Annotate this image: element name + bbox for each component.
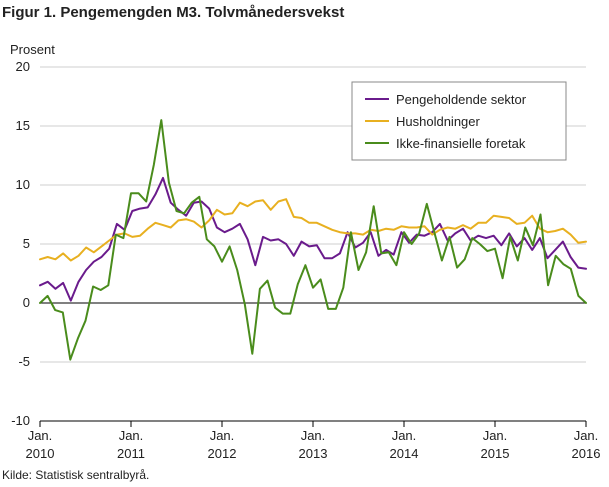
x-tick-label-month: Jan. xyxy=(392,428,417,443)
x-tick-label-year: 2015 xyxy=(481,446,510,461)
y-tick-label: -5 xyxy=(18,354,30,369)
x-tick-labels: Jan. 2010 Jan. 2011 Jan. 2012 Jan. 2013 Jan. 2014… xyxy=(26,420,601,461)
chart-title: Figur 1. Pengemengden M3. Tolvmånedersve… xyxy=(2,4,345,21)
x-tick-label-month: Jan. xyxy=(119,428,144,443)
x-tick-label-month: Jan. xyxy=(28,428,53,443)
x-tick-label-month: Jan. xyxy=(574,428,599,443)
series-lines xyxy=(39,119,587,361)
legend-label: Pengeholdende sektor xyxy=(396,92,527,107)
legend-label: Ikke-finansielle foretak xyxy=(396,136,526,151)
legend-label: Husholdninger xyxy=(396,114,481,129)
x-tick-label-month: Jan. xyxy=(301,428,326,443)
x-tick-label-year: 2012 xyxy=(208,446,237,461)
x-tick-label-year: 2014 xyxy=(390,446,419,461)
x-tick-label-year: 2010 xyxy=(26,446,55,461)
y-tick-label: 15 xyxy=(16,118,30,133)
y-tick-label: 5 xyxy=(23,236,30,251)
source-note: Kilde: Statistisk sentralbyrå. xyxy=(2,468,150,482)
series-line-1 xyxy=(39,176,587,302)
y-tick-label: 10 xyxy=(16,177,30,192)
x-tick-label-year: 2011 xyxy=(117,446,145,461)
series-line-2 xyxy=(39,198,587,262)
y-axis-label: Prosent xyxy=(10,42,55,57)
y-tick-label: -10 xyxy=(11,413,30,428)
x-tick-label-month: Jan. xyxy=(210,428,235,443)
legend: Pengeholdende sektor Husholdninger Ikke-fi… xyxy=(351,81,567,161)
x-tick-label-year: 2016 xyxy=(572,446,601,461)
x-tick-label-year: 2013 xyxy=(299,446,328,461)
y-tick-label: 0 xyxy=(23,295,30,310)
y-tick-labels: 20 15 10 5 0 -5 -10 xyxy=(11,59,30,428)
y-tick-label: 20 xyxy=(16,59,30,74)
series-line-3 xyxy=(39,119,587,361)
x-tick-label-month: Jan. xyxy=(483,428,508,443)
